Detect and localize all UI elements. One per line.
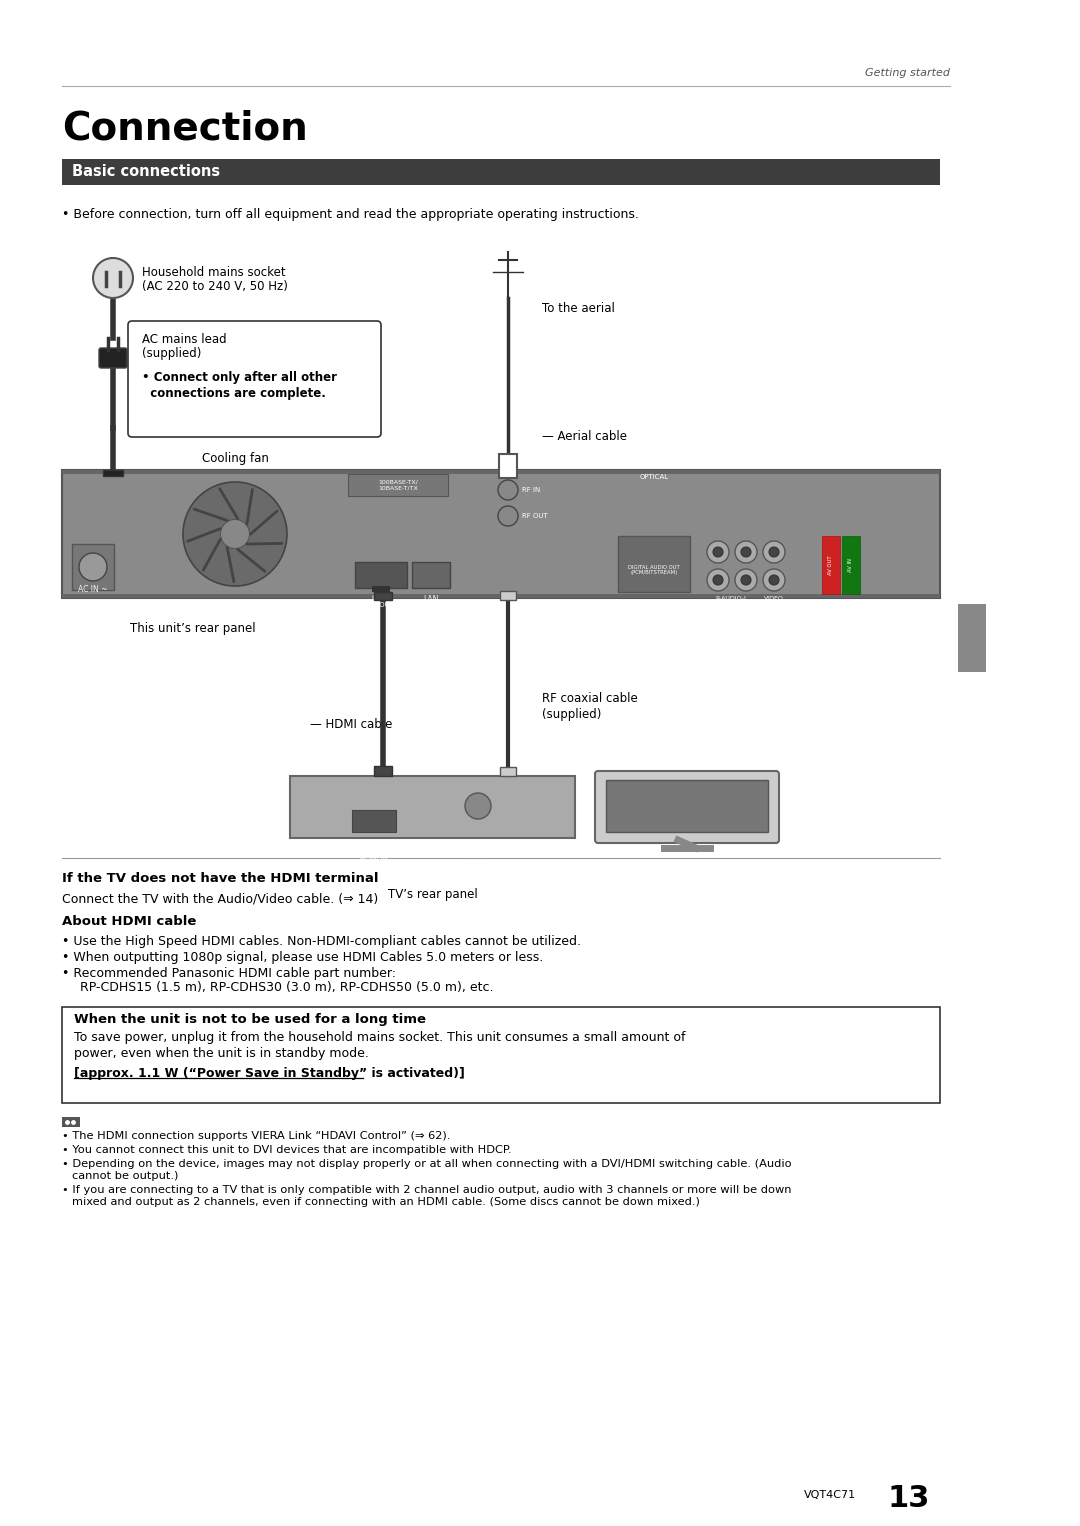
Bar	[355, 562, 407, 588]
Text: VIDEO: VIDEO	[764, 597, 784, 601]
Bar	[606, 780, 768, 832]
Bar	[374, 592, 392, 600]
Text: Getting started: Getting started	[865, 69, 950, 78]
Text: When the unit is not to be used for a long time: When the unit is not to be used for a lo…	[75, 1013, 426, 1025]
Circle shape	[707, 542, 729, 563]
Circle shape	[707, 569, 729, 591]
Text: connections are complete.: connections are complete.	[141, 388, 326, 400]
Text: Connect the TV with the Audio/Video cable. (⇒ 14): Connect the TV with the Audio/Video cabl…	[62, 893, 378, 906]
Text: OPTICAL: OPTICAL	[639, 475, 669, 481]
Text: About HDMI cable: About HDMI cable	[62, 916, 197, 928]
Text: VHF/UHF
RF IN: VHF/UHF RF IN	[462, 845, 494, 859]
Bar	[62, 470, 940, 598]
FancyBboxPatch shape	[129, 320, 381, 436]
Text: • Before connection, turn off all equipment and read the appropriate operating i: • Before connection, turn off all equipm…	[62, 208, 639, 221]
Bar	[62, 1117, 80, 1128]
Text: VQT4C71: VQT4C71	[804, 1489, 856, 1500]
Text: RF coaxial cable: RF coaxial cable	[542, 691, 638, 705]
Circle shape	[741, 575, 751, 584]
Bar	[374, 766, 392, 777]
Text: 13: 13	[888, 1483, 930, 1512]
Text: LAN: LAN	[423, 595, 438, 604]
Circle shape	[769, 546, 779, 557]
Circle shape	[183, 482, 287, 586]
Text: HDMI
AV OUT: HDMI AV OUT	[368, 595, 394, 607]
Bar	[72, 543, 114, 591]
Text: (supplied): (supplied)	[141, 346, 201, 360]
Text: 100BASE-TX/
10BASE-T/TX: 100BASE-TX/ 10BASE-T/TX	[378, 479, 418, 490]
Bar	[348, 475, 448, 496]
Text: HDMI IN: HDMI IN	[360, 856, 388, 862]
Bar	[618, 536, 690, 592]
Text: cannot be output.): cannot be output.)	[72, 1170, 178, 1181]
FancyBboxPatch shape	[595, 771, 779, 842]
Bar	[499, 455, 517, 478]
Text: • Recommended Panasonic HDMI cable part number:: • Recommended Panasonic HDMI cable part …	[62, 967, 396, 980]
Circle shape	[713, 546, 723, 557]
Text: • Connect only after all other: • Connect only after all other	[141, 371, 337, 385]
Circle shape	[762, 569, 785, 591]
Circle shape	[79, 552, 107, 581]
Text: AV OUT: AV OUT	[828, 555, 834, 575]
Circle shape	[713, 575, 723, 584]
Bar	[842, 536, 860, 594]
FancyBboxPatch shape	[99, 348, 127, 368]
Bar	[372, 586, 390, 592]
Text: • Use the High Speed HDMI cables. Non-HDMI-compliant cables cannot be utilized.: • Use the High Speed HDMI cables. Non-HD…	[62, 935, 581, 948]
Text: R-AUDIO-L: R-AUDIO-L	[716, 597, 748, 601]
Text: RF OUT: RF OUT	[522, 513, 548, 519]
Text: [approx. 1.1 W (“Power Save in Standby” is activated)]: [approx. 1.1 W (“Power Save in Standby” …	[75, 1067, 464, 1080]
Bar	[62, 1007, 940, 1103]
Text: • The HDMI connection supports VIERA Link “HDAVI Control” (⇒ 62).: • The HDMI connection supports VIERA Lin…	[62, 1131, 450, 1141]
Bar	[500, 768, 516, 777]
Circle shape	[735, 569, 757, 591]
Circle shape	[498, 507, 518, 526]
Text: • If you are connecting to a TV that is only compatible with 2 channel audio out: • If you are connecting to a TV that is …	[62, 1186, 792, 1195]
Text: Connection: Connection	[62, 110, 308, 148]
Text: Basic connections: Basic connections	[72, 165, 220, 180]
Text: • Depending on the device, images may not display properly or at all when connec: • Depending on the device, images may no…	[62, 1160, 792, 1169]
Bar	[62, 470, 940, 475]
Text: To save power, unplug it from the household mains socket. This unit consumes a s: To save power, unplug it from the househ…	[75, 1032, 686, 1044]
Bar	[291, 777, 575, 838]
Text: (supplied): (supplied)	[542, 708, 602, 720]
Text: If the TV does not have the HDMI terminal: If the TV does not have the HDMI termina…	[62, 871, 378, 885]
Text: • You cannot connect this unit to DVI devices that are incompatible with HDCP.: • You cannot connect this unit to DVI de…	[62, 1144, 512, 1155]
Bar	[958, 604, 986, 671]
Text: Household mains socket: Household mains socket	[141, 266, 285, 279]
Text: AC mains lead: AC mains lead	[141, 333, 227, 346]
Bar	[411, 562, 450, 588]
Circle shape	[769, 575, 779, 584]
Text: — HDMI cable: — HDMI cable	[310, 719, 392, 731]
Circle shape	[741, 546, 751, 557]
Text: To the aerial: To the aerial	[542, 302, 615, 314]
Text: Cooling fan: Cooling fan	[202, 452, 269, 465]
Bar	[103, 470, 123, 476]
Circle shape	[465, 794, 491, 819]
Circle shape	[498, 481, 518, 501]
Text: power, even when the unit is in standby mode.: power, even when the unit is in standby …	[75, 1047, 369, 1061]
Text: RP-CDHS15 (1.5 m), RP-CDHS30 (3.0 m), RP-CDHS50 (5.0 m), etc.: RP-CDHS15 (1.5 m), RP-CDHS30 (3.0 m), RP…	[72, 981, 494, 993]
Circle shape	[93, 258, 133, 298]
Text: TV’s rear panel: TV’s rear panel	[388, 888, 477, 900]
Circle shape	[735, 542, 757, 563]
Text: AV IN: AV IN	[849, 559, 853, 572]
Text: • When outputting 1080p signal, please use HDMI Cables 5.0 meters or less.: • When outputting 1080p signal, please u…	[62, 951, 543, 964]
Bar	[822, 536, 840, 594]
Bar	[62, 159, 940, 185]
Text: mixed and output as 2 channels, even if connecting with an HDMI cable. (Some dis: mixed and output as 2 channels, even if …	[72, 1196, 700, 1207]
Bar	[500, 591, 516, 600]
Text: DIGITAL AUDIO OUT
(PCM/BITSTREAM): DIGITAL AUDIO OUT (PCM/BITSTREAM)	[629, 565, 680, 575]
Text: RF IN: RF IN	[522, 487, 540, 493]
Text: AC IN ~: AC IN ~	[78, 584, 108, 594]
Text: (AC 220 to 240 V, 50 Hz): (AC 220 to 240 V, 50 Hz)	[141, 279, 288, 293]
Text: This unit’s rear panel: This unit’s rear panel	[130, 623, 256, 635]
Bar	[62, 594, 940, 598]
Text: — Aerial cable: — Aerial cable	[542, 430, 627, 443]
Bar	[352, 810, 396, 832]
Circle shape	[762, 542, 785, 563]
Circle shape	[220, 519, 249, 548]
